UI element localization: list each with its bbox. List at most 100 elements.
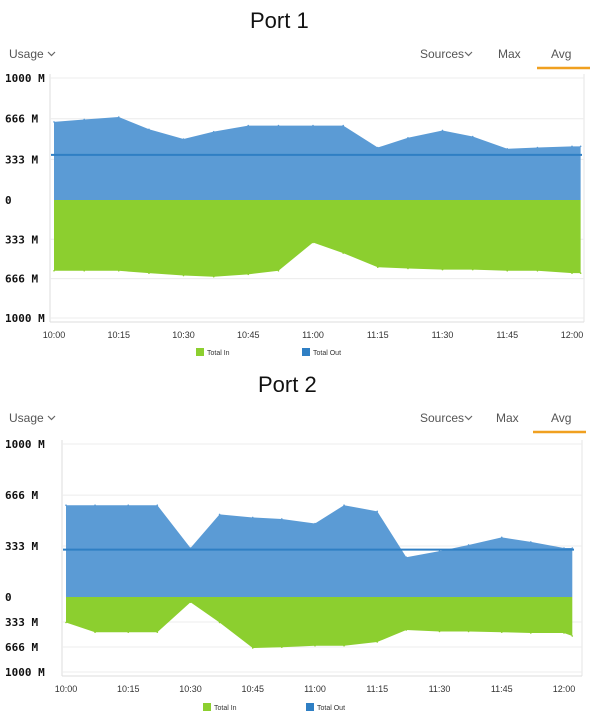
total-in-point xyxy=(212,275,215,278)
series-total-out-area xyxy=(54,117,581,200)
legend-swatch-total-in xyxy=(196,348,204,356)
tab-avg[interactable]: Avg xyxy=(551,47,571,61)
total-in-point xyxy=(342,252,345,254)
chevron-down-icon xyxy=(47,415,56,421)
total-out-point xyxy=(571,145,573,148)
x-tick-label: 10:30 xyxy=(179,684,202,694)
total-out-point xyxy=(65,504,67,507)
x-tick-label: 11:30 xyxy=(432,330,454,340)
total-out-point xyxy=(156,504,159,507)
total-out-point xyxy=(571,547,574,549)
sources-dropdown[interactable]: Sources xyxy=(420,47,464,61)
port-1-chart: Port 1 Usage Sources Max Avg 1000 M 666 M 333 M… xyxy=(5,8,590,357)
total-out-point xyxy=(247,124,250,127)
total-out-point xyxy=(342,124,345,127)
x-tick-label: 11:30 xyxy=(429,684,451,694)
legend-label-total-in: Total In xyxy=(214,705,237,712)
total-in-point xyxy=(500,631,503,634)
total-out-point xyxy=(343,504,345,507)
total-out-point xyxy=(376,146,379,149)
total-in-point xyxy=(563,632,565,634)
total-in-point xyxy=(536,270,539,272)
total-in-point xyxy=(53,270,55,272)
series-total-in-area xyxy=(66,597,573,648)
total-out-point xyxy=(506,147,509,150)
y-tick-label: 333 M xyxy=(5,616,38,629)
total-out-point xyxy=(530,541,532,543)
y-tick-label: 1000 M xyxy=(5,72,45,85)
x-tick-label: 10:15 xyxy=(117,684,140,694)
legend-swatch-total-in xyxy=(203,703,211,711)
x-tick-label: 10:15 xyxy=(107,330,130,340)
total-out-point xyxy=(94,504,96,507)
total-in-point xyxy=(94,631,96,634)
total-in-point xyxy=(182,274,185,277)
sources-dropdown[interactable]: Sources xyxy=(420,411,464,425)
total-in-point xyxy=(189,601,192,604)
y-tick-label: 666 M xyxy=(5,489,38,502)
total-in-point xyxy=(376,266,379,269)
total-out-point xyxy=(218,513,221,516)
total-out-point xyxy=(53,121,55,123)
legend-label-total-out: Total Out xyxy=(317,705,345,712)
total-in-point xyxy=(312,241,314,244)
total-out-point xyxy=(189,547,192,549)
tab-max[interactable]: Max xyxy=(496,411,519,425)
usage-dropdown[interactable]: Usage xyxy=(9,47,44,61)
total-in-point xyxy=(571,635,574,637)
total-in-point xyxy=(506,270,509,272)
total-in-point xyxy=(441,268,444,271)
usage-dropdown[interactable]: Usage xyxy=(9,411,44,425)
chevron-down-icon xyxy=(464,415,473,421)
series-total-out-area xyxy=(66,505,573,597)
total-in-point xyxy=(314,644,316,647)
total-out-point xyxy=(117,116,120,118)
y-tick-label: 0 xyxy=(5,194,12,207)
total-out-point xyxy=(312,124,314,127)
total-in-point xyxy=(251,647,254,649)
total-out-point xyxy=(441,129,444,132)
chart-title: Port 2 xyxy=(258,372,317,397)
y-tick-label: 333 M xyxy=(5,540,38,553)
x-tick-label: 10:30 xyxy=(172,330,195,340)
x-tick-label: 10:45 xyxy=(241,684,264,694)
total-out-point xyxy=(277,124,280,127)
legend-swatch-total-out xyxy=(302,348,310,356)
total-in-point xyxy=(407,267,409,270)
y-tick-label: 666 M xyxy=(5,113,38,126)
x-tick-label: 11:00 xyxy=(302,330,324,340)
port-2-chart: Port 2 Usage Sources Max Avg 1000 M 666 M 333 M… xyxy=(5,372,586,712)
total-in-point xyxy=(579,272,582,274)
total-in-point xyxy=(247,273,250,276)
total-out-point xyxy=(405,556,408,559)
y-tick-label: 666 M xyxy=(5,273,38,286)
x-tick-label: 10:00 xyxy=(43,330,66,340)
total-in-point xyxy=(148,272,150,274)
tab-avg[interactable]: Avg xyxy=(551,411,571,425)
total-out-point xyxy=(563,547,565,549)
x-tick-label: 11:45 xyxy=(491,684,513,694)
tab-max[interactable]: Max xyxy=(498,47,521,61)
x-tick-label: 12:00 xyxy=(561,330,584,340)
legend-label-total-out: Total Out xyxy=(313,350,341,357)
total-in-point xyxy=(471,268,474,271)
x-tick-label: 11:45 xyxy=(496,330,518,340)
total-out-point xyxy=(182,138,185,140)
total-out-point xyxy=(438,550,441,552)
series-total-in-area xyxy=(54,200,581,277)
total-in-point xyxy=(218,621,221,624)
y-tick-label: 1000 M xyxy=(5,666,45,679)
total-in-point xyxy=(281,646,283,649)
total-in-point xyxy=(467,630,470,633)
total-out-point xyxy=(579,145,582,148)
x-tick-label: 12:00 xyxy=(553,684,576,694)
total-in-point xyxy=(405,629,408,631)
total-out-point xyxy=(251,516,254,519)
chart-title: Port 1 xyxy=(250,8,309,33)
total-out-point xyxy=(83,118,86,121)
y-tick-label: 1000 M xyxy=(5,312,45,325)
legend-swatch-total-out xyxy=(306,703,314,711)
total-out-point xyxy=(281,518,283,520)
chevron-down-icon xyxy=(47,51,56,57)
total-in-point xyxy=(376,641,379,643)
